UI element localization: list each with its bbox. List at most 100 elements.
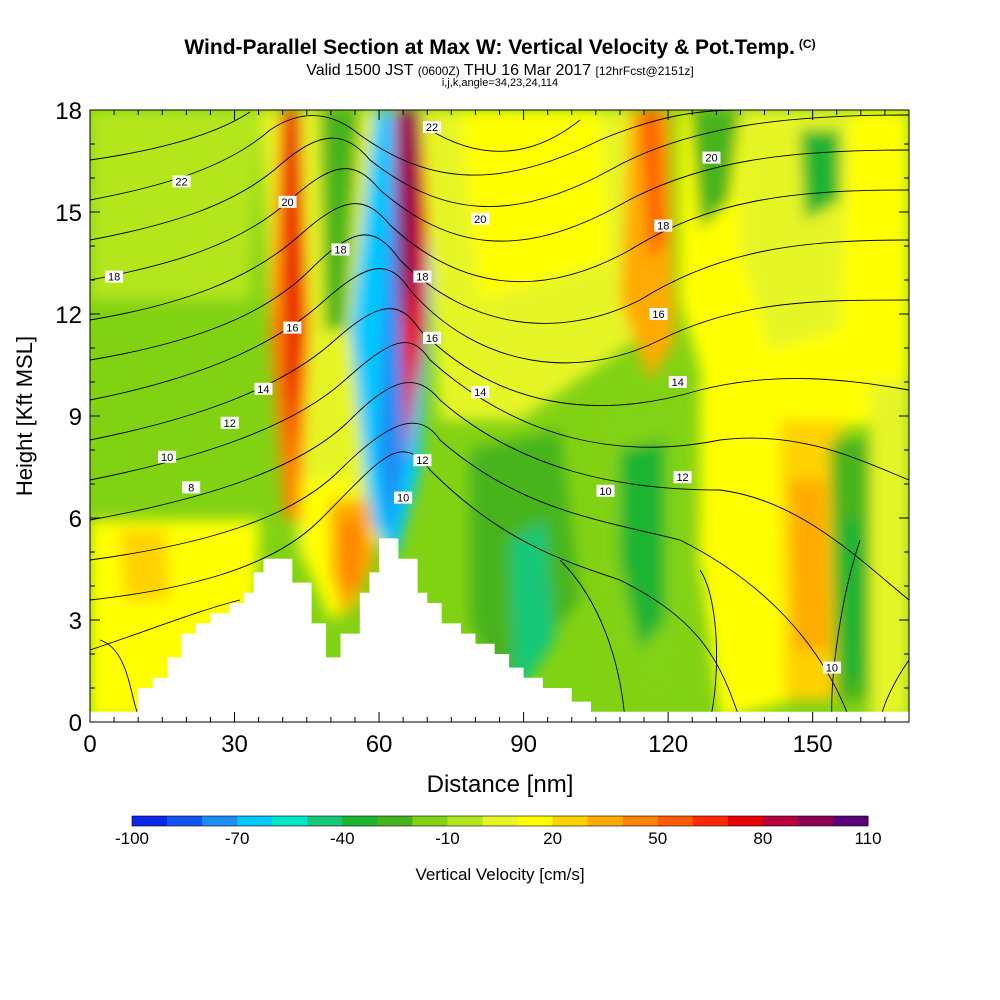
- contour-label-text: 10: [826, 663, 838, 675]
- grid-info: i,j,k,angle=34,23,24,114: [441, 77, 559, 89]
- y-axis: 0 3 6 9 12 15 18: [55, 98, 909, 737]
- colorbar-swatch: [622, 816, 659, 826]
- x-axis: 0 30 60 90 120 150: [83, 110, 910, 758]
- contour-label: 20: [278, 195, 297, 209]
- colorbar-swatch: [692, 816, 729, 826]
- contour-label-text: 10: [397, 493, 409, 505]
- y-tick-label: 3: [69, 608, 82, 635]
- contour-label: 12: [220, 416, 239, 430]
- colorbar-swatch: [132, 816, 168, 826]
- contour-label-bg: [394, 491, 413, 504]
- contour-label-bg: [158, 450, 177, 463]
- contour-label-bg: [220, 416, 239, 429]
- contour-label-text: 12: [676, 472, 688, 484]
- colorbar-swatch: [552, 816, 589, 826]
- colorbar-swatch: [657, 816, 694, 826]
- colorbar-swatch: [517, 816, 554, 826]
- contour-label-text: 12: [224, 418, 236, 430]
- contour-label-text: 20: [281, 197, 293, 209]
- contour-label: 14: [254, 382, 273, 396]
- y-tick-label: 6: [69, 506, 82, 533]
- x-tick-label: 120: [648, 731, 688, 758]
- contour-label-text: 14: [672, 377, 684, 389]
- contour-label-bg: [254, 382, 273, 395]
- colorbar-tick-label: -70: [225, 829, 250, 848]
- y-tick-label: 15: [55, 200, 82, 227]
- colorbar-swatch: [342, 816, 378, 826]
- contour-label-text: 18: [108, 272, 120, 284]
- contour-label: 20: [471, 212, 490, 226]
- y-tick-label: 9: [69, 404, 82, 431]
- colorbar-swatch: [237, 816, 273, 826]
- x-axis-label: Distance [nm]: [427, 771, 574, 798]
- contour-label: 10: [394, 491, 413, 505]
- colorbar-swatch: [727, 816, 764, 826]
- x-tick-label: 30: [221, 731, 248, 758]
- x-tick-label: 150: [793, 731, 833, 758]
- contour-label: 16: [423, 331, 442, 345]
- contour-label-bg: [654, 219, 673, 232]
- colorbar-tick-label: -10: [435, 829, 460, 848]
- x-tick-label: 60: [366, 731, 393, 758]
- contour-label-text: 14: [474, 387, 486, 399]
- contour-label: 14: [668, 376, 687, 389]
- contour-label: 22: [172, 175, 191, 188]
- contour-label: 10: [596, 484, 615, 498]
- colorbar-swatch: [832, 816, 869, 826]
- contour-label-bg: [702, 151, 721, 164]
- x-tick-label: 0: [83, 731, 96, 758]
- contour-label: 18: [654, 219, 673, 233]
- contour-label-text: 16: [652, 309, 664, 321]
- contour-label: 18: [413, 270, 432, 284]
- contour-label-bg: [172, 175, 191, 188]
- contour-label: 16: [649, 308, 668, 321]
- colorbar-tick-label: 20: [543, 829, 562, 848]
- contour-label: 12: [413, 454, 432, 467]
- contour-label-bg: [182, 481, 201, 494]
- contour-label-text: 16: [426, 333, 438, 345]
- colorbar: -100 -70 -40 -10 20 50 80 110: [115, 815, 882, 848]
- contour-label-bg: [413, 270, 432, 283]
- contour-label-text: 22: [426, 122, 438, 134]
- contour-label-bg: [596, 484, 615, 497]
- colorbar-tick-label: 80: [753, 829, 772, 848]
- contour-label-bg: [105, 270, 124, 283]
- colorbar-swatch: [307, 816, 343, 826]
- contour-label-text: 12: [416, 455, 428, 467]
- colorbar-swatch: [587, 816, 624, 826]
- chart-subtitle: Valid 1500 JST (0600Z) THU 16 Mar 2017 […: [306, 62, 694, 79]
- velocity-field: [90, 110, 909, 720]
- contour-label-text: 16: [286, 323, 298, 335]
- contour-label-bg: [668, 376, 687, 388]
- y-tick-label: 18: [55, 98, 82, 125]
- x-tick-label: 90: [510, 731, 537, 758]
- contour-label-bg: [283, 321, 302, 334]
- contour-label-bg: [423, 331, 442, 344]
- colorbar-swatch: [762, 816, 799, 826]
- contour-label: 14: [471, 386, 490, 399]
- contour-label: 10: [158, 450, 177, 464]
- contour-label-text: 8: [188, 482, 194, 494]
- y-tick-label: 0: [69, 710, 82, 737]
- contour-label-bg: [413, 454, 432, 467]
- contour-label-text: 10: [599, 486, 611, 498]
- plot-field: [90, 110, 909, 722]
- contour-label-bg: [471, 386, 490, 399]
- contour-label-text: 10: [161, 452, 173, 464]
- contour-label-text: 18: [334, 244, 346, 256]
- colorbar-swatch: [412, 816, 448, 826]
- contour-label: 18: [331, 243, 350, 256]
- colorbar-swatch: [447, 816, 483, 826]
- contour-label-bg: [673, 471, 692, 484]
- y-axis-label: Height [Kft MSL]: [12, 336, 37, 496]
- contour-label: 18: [105, 270, 124, 284]
- colorbar-swatch: [202, 816, 238, 826]
- contour-label-text: 18: [657, 221, 669, 233]
- contour-label-bg: [822, 661, 841, 674]
- contour-label-bg: [278, 195, 297, 208]
- colorbar-swatch: [797, 816, 834, 826]
- colorbar-swatch: [167, 816, 203, 826]
- colorbar-swatch: [272, 816, 308, 826]
- colorbar-tick-label: -100: [115, 829, 149, 848]
